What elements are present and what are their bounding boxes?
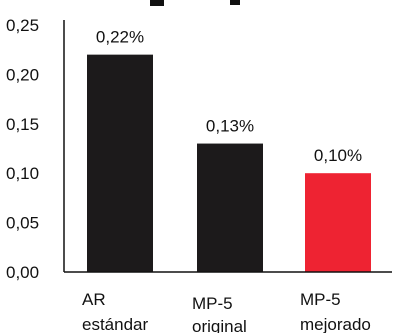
bars (87, 54, 371, 272)
y-tick-label: 0,25 (6, 16, 39, 35)
y-tick-label: 0,05 (6, 214, 39, 233)
bar (305, 173, 371, 272)
y-tick-label: 0,10 (6, 164, 39, 183)
data-label: 0,13% (206, 117, 254, 136)
data-label: 0,22% (96, 28, 144, 47)
y-tick-label: 0,20 (6, 65, 39, 84)
y-axis-ticks: 0,00 0,05 0,10 0,15 0,20 0,25 (6, 16, 39, 282)
title-fragment (150, 0, 240, 6)
category-label-line1: MP-5 (300, 290, 341, 309)
category-labels: AR estándar MP-5 original MP-5 mejorado (82, 290, 371, 333)
category-label-line2: mejorado (300, 315, 371, 333)
bar (197, 143, 263, 272)
category-label-line2: estándar (82, 315, 148, 333)
y-tick-label: 0,00 (6, 263, 39, 282)
category-label-line2: original (192, 317, 247, 333)
category-label-line1: MP-5 (192, 294, 233, 313)
data-labels: 0,22% 0,13% 0,10% (96, 28, 362, 166)
y-tick-label: 0,15 (6, 115, 39, 134)
data-label: 0,10% (314, 146, 362, 165)
bar (87, 54, 153, 272)
category-label-line1: AR (82, 290, 106, 309)
